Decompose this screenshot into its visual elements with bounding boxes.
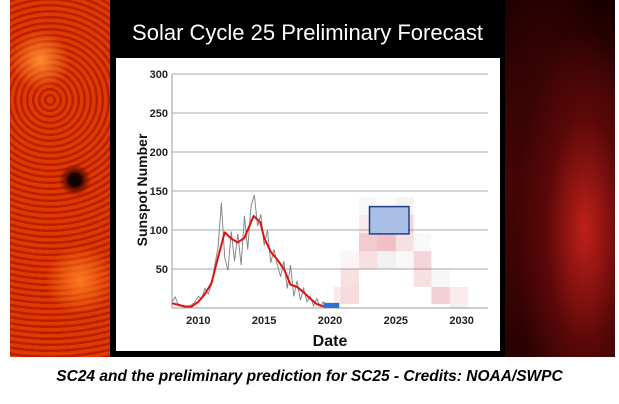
chart-title: Solar Cycle 25 Preliminary Forecast (132, 20, 483, 45)
x-tick-label: 2030 (449, 315, 473, 327)
forecast-probability-cell (358, 251, 378, 269)
forecast-probability-cell (395, 233, 414, 252)
forecast-probability-cell (340, 269, 359, 287)
y-tick-label: 200 (150, 147, 168, 159)
forecast-maximum-box (368, 205, 410, 235)
plot-background (116, 58, 500, 351)
y-tick-label: 50 (156, 264, 168, 276)
forecast-probability-cell (340, 286, 359, 305)
solar-prominence-image (505, 0, 615, 357)
forecast-probability-cell (358, 233, 378, 252)
x-tick-label: 2015 (252, 315, 276, 327)
forecast-probability-cell (431, 286, 450, 305)
forecast-probability-cell (377, 233, 396, 252)
x-tick-label: 2020 (318, 315, 342, 327)
forecast-probability-cell (333, 286, 341, 305)
y-tick-label: 150 (150, 186, 168, 198)
y-axis-label: Sunspot Number (134, 133, 150, 246)
sun-surface-image (10, 0, 110, 357)
forecast-probability-cell (413, 269, 432, 287)
smoothed-sunspot-line (171, 214, 324, 308)
y-tick-label: 100 (150, 225, 168, 237)
x-tick-label: 2025 (384, 315, 408, 327)
forecast-probability-cell (413, 251, 432, 269)
y-tick-label: 300 (150, 69, 168, 81)
observed-sunspot-line (171, 194, 328, 308)
figure-caption: SC24 and the preliminary prediction for … (56, 368, 563, 385)
y-tick-label: 250 (150, 108, 168, 120)
forecast-probability-cell (449, 286, 469, 305)
solar-minimum-bar (323, 302, 340, 308)
forecast-probability-cell (431, 269, 450, 287)
x-tick-label: 2010 (186, 315, 210, 327)
forecast-probability-cell (340, 251, 359, 269)
forecast-probability-cell (413, 233, 432, 252)
forecast-probability-cell (395, 251, 414, 269)
x-axis-label: Date (313, 333, 348, 350)
forecast-probability-cell (449, 304, 469, 308)
forecast-probability-cell (377, 251, 396, 269)
